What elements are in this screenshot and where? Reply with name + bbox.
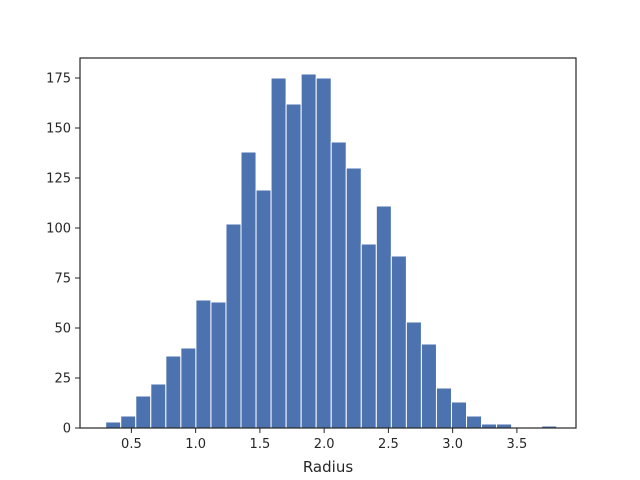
plot-frame — [79, 57, 577, 429]
histogram-bar — [180, 347, 197, 429]
histogram-bar — [315, 77, 332, 429]
histogram-bar — [375, 205, 392, 429]
histogram-bar — [135, 395, 152, 429]
y-tick-label: 25 — [54, 372, 71, 387]
histogram-bar — [390, 255, 407, 429]
histogram-bar — [330, 141, 347, 429]
histogram-bar — [345, 167, 362, 429]
x-tick-label: 2.0 — [314, 437, 335, 452]
y-tick-label: 75 — [54, 272, 71, 287]
x-tick-label: 1.0 — [185, 437, 206, 452]
y-axis-ticks: 0 25 50 75 100 125 150 175 — [46, 72, 80, 437]
bars-group — [105, 73, 558, 429]
x-tick-label: 3.5 — [507, 437, 528, 452]
x-axis-ticks: 0.5 1.0 1.5 2.0 2.5 3.0 3.5 — [121, 428, 527, 452]
histogram-bar — [210, 301, 227, 429]
histogram-bar — [225, 223, 242, 429]
x-tick-label: 3.0 — [442, 437, 463, 452]
x-tick-label: 1.5 — [250, 437, 271, 452]
histogram-bar — [270, 77, 287, 429]
x-tick-label: 2.5 — [378, 437, 399, 452]
histogram-bar — [450, 401, 468, 429]
y-tick-label: 100 — [46, 222, 71, 237]
histogram-bar — [300, 73, 317, 429]
y-tick-label: 125 — [46, 172, 71, 187]
histogram-bar — [195, 299, 212, 429]
y-tick-label: 175 — [46, 72, 71, 87]
histogram-bar — [105, 421, 122, 429]
histogram-bar — [255, 189, 272, 429]
histogram-bar — [120, 415, 137, 429]
histogram-bar — [165, 355, 182, 429]
y-tick-label: 50 — [54, 322, 71, 337]
histogram-bar — [240, 151, 257, 429]
histogram-bar — [405, 321, 422, 429]
histogram-bar — [150, 383, 167, 429]
histogram-bar — [466, 415, 483, 429]
histogram-bar — [360, 243, 377, 429]
histogram-bar — [420, 343, 437, 429]
y-tick-label: 0 — [63, 422, 71, 437]
histogram-bar — [435, 387, 452, 429]
histogram-bar — [285, 103, 302, 429]
x-axis-label: Radius — [303, 458, 353, 476]
x-tick-label: 0.5 — [121, 437, 142, 452]
y-tick-label: 150 — [46, 122, 71, 137]
